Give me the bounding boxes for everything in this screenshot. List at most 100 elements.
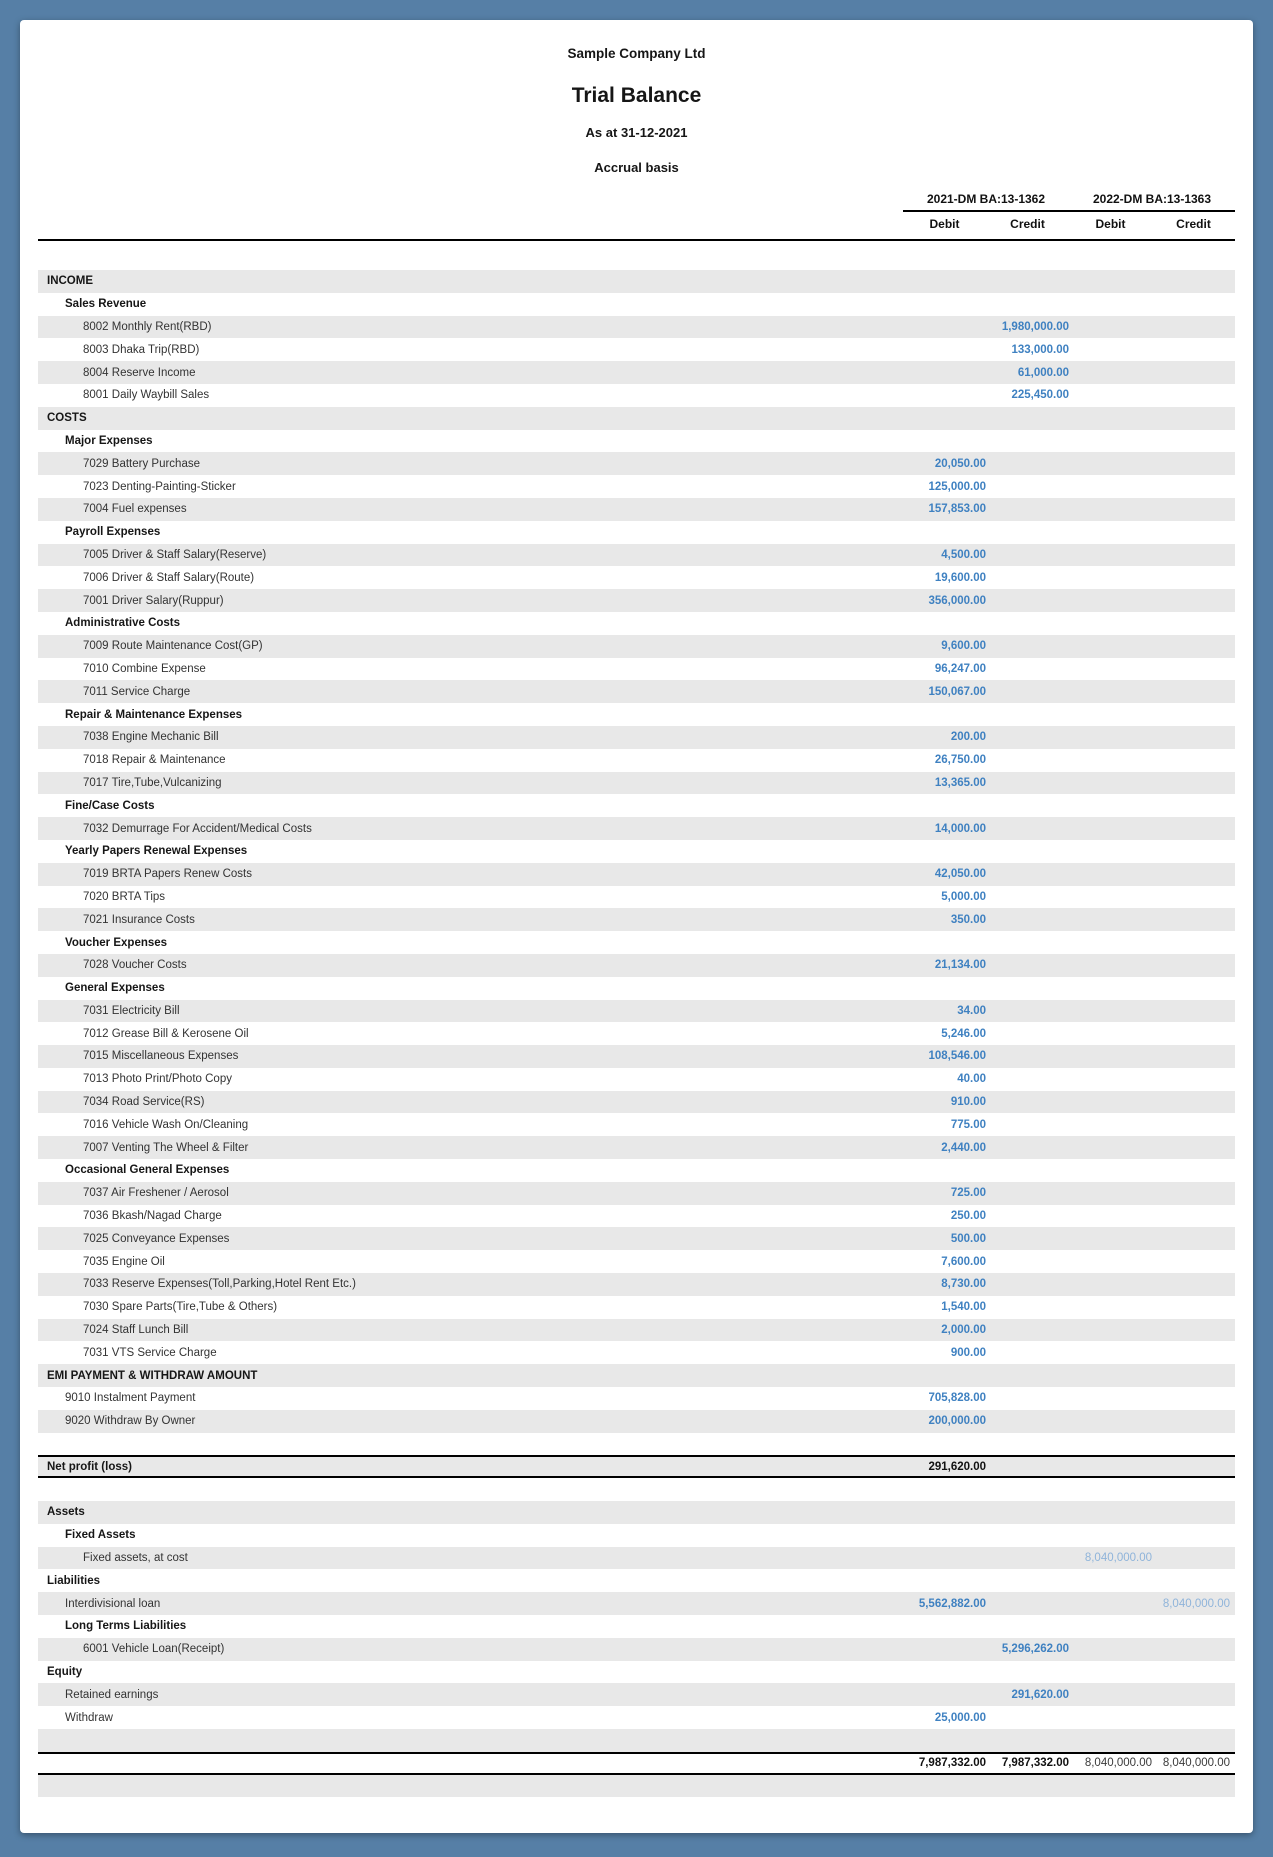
row-label: 7006 Driver & Staff Salary(Route) xyxy=(83,571,255,584)
blank-row xyxy=(38,1729,1235,1752)
value-cell-credit-2021[interactable]: 61,000.00 xyxy=(1017,366,1069,379)
row-label: 8003 Dhaka Trip(RBD) xyxy=(83,343,200,356)
section-row: COSTS xyxy=(38,406,1235,430)
row-label: 7029 Battery Purchase xyxy=(83,457,200,470)
section-row: Major Expenses xyxy=(38,430,1235,453)
account-row: 7015 Miscellaneous Expenses 108,546.00 xyxy=(38,1045,1235,1068)
value-cell-debit-2021[interactable]: 13,365.00 xyxy=(934,776,986,789)
value-cell-debit-2021[interactable]: 19,600.00 xyxy=(934,571,986,584)
value-cell-debit-2021[interactable]: 108,546.00 xyxy=(928,1050,986,1063)
account-row: 7011 Service Charge 150,067.00 xyxy=(38,680,1235,704)
value-cell-debit-2021[interactable]: 725.00 xyxy=(950,1187,986,1200)
value-cell-debit-2021[interactable]: 125,000.00 xyxy=(928,480,986,493)
row-label: 7021 Insurance Costs xyxy=(83,913,195,926)
value-cell-credit-2021[interactable]: 291,620.00 xyxy=(1011,1688,1069,1701)
row-label: 7016 Vehicle Wash On/Cleaning xyxy=(83,1118,249,1131)
section-row: EMI PAYMENT & WITHDRAW AMOUNT xyxy=(38,1364,1235,1388)
value-cell-debit-2021: 291,620.00 xyxy=(928,1460,986,1473)
value-cell-debit-2021[interactable]: 5,562,882.00 xyxy=(918,1597,986,1610)
account-row: 7031 Electricity Bill 34.00 xyxy=(38,999,1235,1023)
value-cell-debit-2021[interactable]: 900.00 xyxy=(950,1346,986,1359)
section-row: Payroll Expenses xyxy=(38,521,1235,544)
section-row: Yearly Papers Renewal Expenses xyxy=(38,840,1235,863)
row-label: 9020 Withdraw By Owner xyxy=(65,1415,196,1428)
value-cell-debit-2021[interactable]: 5,000.00 xyxy=(941,890,986,903)
debit-credit-headers: Debit Credit Debit Credit xyxy=(38,212,1235,241)
value-cell-credit-2021[interactable]: 225,450.00 xyxy=(1011,389,1069,402)
value-cell-debit-2021[interactable]: 350.00 xyxy=(950,913,986,926)
account-row: 7007 Venting The Wheel & Filter 2,440.00 xyxy=(38,1136,1235,1160)
value-cell-debit-2021[interactable]: 150,067.00 xyxy=(928,685,986,698)
value-cell-debit-2021[interactable]: 14,000.00 xyxy=(934,822,986,835)
value-cell-debit-2021[interactable]: 356,000.00 xyxy=(928,594,986,607)
value-cell-debit-2021[interactable]: 500.00 xyxy=(950,1232,986,1245)
value-cell-credit-2021[interactable]: 133,000.00 xyxy=(1011,343,1069,356)
value-cell-debit-2022[interactable]: 8,040,000.00 xyxy=(1084,1552,1152,1565)
value-cell-debit-2021[interactable]: 34.00 xyxy=(957,1004,986,1017)
section-row: INCOME xyxy=(38,270,1235,293)
account-row: 8003 Dhaka Trip(RBD) 133,000.00 xyxy=(38,338,1235,361)
value-cell-debit-2021[interactable]: 7,600.00 xyxy=(941,1255,986,1268)
value-cell-debit-2021[interactable]: 775.00 xyxy=(950,1118,986,1131)
column-header-debit-2022: Debit xyxy=(1095,217,1126,231)
value-cell-debit-2021[interactable]: 21,134.00 xyxy=(934,959,986,972)
value-cell-credit-2021[interactable]: 1,980,000.00 xyxy=(1001,320,1069,333)
row-label: 7020 BRTA Tips xyxy=(83,890,166,903)
row-label: 7031 Electricity Bill xyxy=(83,1004,180,1017)
section-row: Long Terms Liabilities xyxy=(38,1615,1235,1638)
value-cell-debit-2021[interactable]: 25,000.00 xyxy=(934,1711,986,1724)
report-date: As at 31-12-2021 xyxy=(585,125,688,140)
value-cell-debit-2021[interactable]: 705,828.00 xyxy=(928,1392,986,1405)
account-row: 8002 Monthly Rent(RBD) 1,980,000.00 xyxy=(38,315,1235,339)
value-cell-debit-2021[interactable]: 40.00 xyxy=(957,1073,986,1086)
value-cell-credit-2021[interactable]: 5,296,262.00 xyxy=(1001,1643,1069,1656)
row-label: 7004 Fuel expenses xyxy=(83,503,187,516)
row-label: Administrative Costs xyxy=(65,617,181,630)
report-title: Trial Balance xyxy=(571,84,702,107)
row-label: Fixed Assets xyxy=(65,1529,136,1542)
value-cell-debit-2021[interactable]: 200,000.00 xyxy=(928,1415,986,1428)
row-label: Liabilities xyxy=(47,1574,101,1587)
value-cell-debit-2021[interactable]: 26,750.00 xyxy=(934,754,986,767)
account-row: 7017 Tire,Tube,Vulcanizing 13,365.00 xyxy=(38,771,1235,795)
value-cell-debit-2021[interactable]: 2,440.00 xyxy=(941,1141,986,1154)
value-cell-debit-2021[interactable]: 5,246.00 xyxy=(941,1027,986,1040)
row-label: EMI PAYMENT & WITHDRAW AMOUNT xyxy=(47,1369,258,1382)
row-label: 7024 Staff Lunch Bill xyxy=(83,1324,189,1337)
value-cell-credit-2022[interactable]: 8,040,000.00 xyxy=(1162,1597,1230,1610)
account-row: 7009 Route Maintenance Cost(GP) 9,600.00 xyxy=(38,634,1235,658)
header-spacer xyxy=(38,218,903,231)
value-cell-debit-2021[interactable]: 8,730.00 xyxy=(941,1278,986,1291)
value-cell-debit-2021[interactable]: 4,500.00 xyxy=(941,548,986,561)
row-label: Withdraw xyxy=(65,1711,113,1724)
row-label: 7009 Route Maintenance Cost(GP) xyxy=(83,640,263,653)
value-cell-debit-2021[interactable]: 96,247.00 xyxy=(934,662,986,675)
value-cell-debit-2021[interactable]: 250.00 xyxy=(950,1210,986,1223)
account-row: 8004 Reserve Income 61,000.00 xyxy=(38,361,1235,384)
account-row: 7006 Driver & Staff Salary(Route) 19,600.… xyxy=(38,566,1235,589)
value-cell-debit-2021[interactable]: 200.00 xyxy=(950,731,986,744)
value-cell-debit-2021[interactable]: 9,600.00 xyxy=(941,640,986,653)
account-row: 7012 Grease Bill & Kerosene Oil 5,246.00 xyxy=(38,1022,1235,1045)
row-label: Interdivisional loan xyxy=(65,1597,161,1610)
row-label: 7034 Road Service(RS) xyxy=(83,1096,205,1109)
value-cell-debit-2021: 7,987,332.00 xyxy=(918,1757,986,1770)
value-cell-debit-2021[interactable]: 2,000.00 xyxy=(941,1324,986,1337)
value-cell-debit-2021[interactable]: 910.00 xyxy=(950,1096,986,1109)
value-cell-debit-2021[interactable]: 20,050.00 xyxy=(934,457,986,470)
section-row: General Expenses xyxy=(38,977,1235,1000)
row-label: Sales Revenue xyxy=(65,298,147,311)
account-row: 7024 Staff Lunch Bill 2,000.00 xyxy=(38,1318,1235,1342)
value-cell-debit-2021[interactable]: 157,853.00 xyxy=(928,503,986,516)
section-row: Voucher Expenses xyxy=(38,931,1235,954)
value-cell-debit-2021[interactable]: 1,540.00 xyxy=(941,1301,986,1314)
column-group-2021: 2021-DM BA:13-1362 xyxy=(926,192,1046,206)
value-cell-debit-2021[interactable]: 42,050.00 xyxy=(934,868,986,881)
value-cell-credit-2021: 7,987,332.00 xyxy=(1001,1757,1069,1770)
row-label: 7030 Spare Parts(Tire,Tube & Others) xyxy=(83,1301,278,1314)
totals-row: 7,987,332.00 7,987,332.00 8,040,000.00 8,04… xyxy=(38,1751,1235,1775)
account-row: 7038 Engine Mechanic Bill 200.00 xyxy=(38,725,1235,749)
account-row: Retained earnings 291,620.00 xyxy=(38,1683,1235,1707)
row-label: 7037 Air Freshener / Aerosol xyxy=(83,1187,229,1200)
